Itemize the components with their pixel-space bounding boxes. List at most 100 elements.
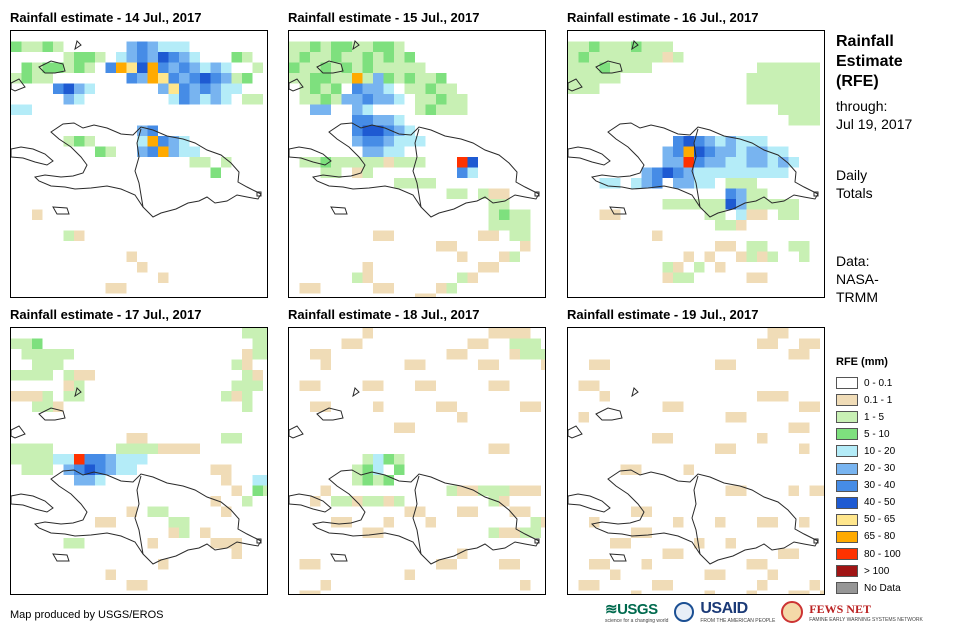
rainfall-cell — [189, 146, 200, 157]
legend-swatch — [836, 565, 858, 578]
rainfall-cell — [509, 338, 520, 349]
rainfall-cell — [53, 359, 64, 370]
rainfall-cell — [362, 52, 373, 63]
rainfall-cell — [425, 380, 436, 391]
rainfall-cell — [767, 94, 778, 105]
rainfall-cell — [725, 178, 736, 189]
rainfall-cell — [457, 188, 468, 199]
coastline-shape — [813, 191, 819, 197]
rainfall-cell — [662, 199, 673, 210]
rainfall-cell — [725, 167, 736, 178]
rainfall-cell — [673, 272, 684, 283]
rainfall-cell — [488, 328, 499, 339]
rainfall-cell — [95, 464, 106, 475]
rainfall-cell — [757, 338, 768, 349]
rainfall-map-2 — [289, 40, 540, 297]
rainfall-cell — [63, 380, 74, 391]
rainfall-cell — [362, 496, 373, 507]
rainfall-cell — [299, 62, 310, 73]
rainfall-cell — [499, 199, 510, 210]
rainfall-cell — [53, 454, 64, 465]
rainfall-cell — [394, 157, 405, 168]
rainfall-cell — [116, 52, 127, 63]
rainfall-cell — [147, 52, 158, 63]
rainfall-cell — [673, 262, 684, 273]
rainfall-cell — [673, 178, 684, 189]
rainfall-cell — [415, 62, 426, 73]
rainfall-cell — [694, 178, 705, 189]
rainfall-cell — [11, 338, 22, 349]
rainfall-cell — [530, 338, 541, 349]
rainfall-cell — [84, 83, 95, 94]
rainfall-cell — [331, 41, 342, 52]
rainfall-cell — [21, 104, 32, 115]
rainfall-cell — [589, 73, 600, 84]
data-source-label: Data: NASA- TRMM — [836, 253, 879, 305]
rainfall-cell — [179, 52, 190, 63]
rainfall-cell — [147, 538, 158, 549]
rainfall-cell — [541, 349, 545, 360]
legend-swatch — [836, 530, 858, 543]
rainfall-cell — [757, 517, 768, 528]
country-border — [691, 475, 701, 555]
rainfall-cell — [568, 83, 579, 94]
rainfall-cell — [210, 83, 221, 94]
rainfall-cell — [63, 136, 74, 147]
rainfall-cell — [362, 454, 373, 465]
rainfall-cell — [158, 506, 169, 517]
rainfall-cell — [320, 401, 331, 412]
rainfall-cell — [158, 559, 169, 570]
coastline — [289, 40, 540, 218]
rainfall-cell — [221, 62, 232, 73]
rainfall-cell — [74, 230, 85, 241]
rainfall-cell — [436, 283, 447, 294]
rainfall-cell — [715, 443, 726, 454]
rainfall-cell — [63, 94, 74, 105]
rainfall-cell — [767, 338, 778, 349]
rainfall-cell — [21, 443, 32, 454]
rainfall-cell — [394, 52, 405, 63]
rainfall-cell — [179, 443, 190, 454]
rainfall-cell — [467, 272, 478, 283]
rainfall-cell — [341, 517, 352, 528]
coastline-shape — [352, 387, 360, 398]
rainfall-cell — [242, 370, 253, 381]
rainfall-cell — [499, 443, 510, 454]
rainfall-cell — [746, 188, 757, 199]
rainfall-cell — [137, 454, 148, 465]
rainfall-cell — [310, 83, 321, 94]
rainfall-cell — [788, 115, 799, 126]
rainfall-cell — [404, 62, 415, 73]
rainfall-cell — [673, 157, 684, 168]
rainfall-cell — [383, 73, 394, 84]
rainfall-cell — [362, 157, 373, 168]
rainfall-cell — [530, 517, 541, 528]
rainfall-cell — [168, 146, 179, 157]
rainfall-cell — [520, 485, 531, 496]
rainfall-cell — [394, 178, 405, 189]
rainfall-cell — [179, 517, 190, 528]
rainfall-cell — [42, 443, 53, 454]
legend-item: 0.1 - 1 — [836, 393, 892, 407]
rainfall-cell — [126, 464, 137, 475]
rainfall-cell — [74, 62, 85, 73]
rainfall-cell — [373, 527, 384, 538]
rainfall-cell — [683, 251, 694, 262]
rainfall-cell — [310, 496, 321, 507]
rainfall-cell — [373, 136, 384, 147]
rainfall-cell — [457, 272, 468, 283]
rainfall-cell — [725, 157, 736, 168]
rainfall-cell — [631, 178, 642, 189]
rainfall-cell — [158, 41, 169, 52]
coastline-shape — [609, 553, 627, 562]
rainfall-cell — [457, 167, 468, 178]
coastline-shape — [568, 146, 611, 166]
rainfall-cell — [189, 62, 200, 73]
rainfall-cell — [415, 157, 426, 168]
rainfall-cell — [799, 241, 810, 252]
rainfall-cell — [488, 199, 499, 210]
rainfall-cell — [320, 349, 331, 360]
rainfall-cell — [21, 62, 32, 73]
rainfall-cell — [799, 338, 810, 349]
rainfall-cell — [736, 220, 747, 231]
